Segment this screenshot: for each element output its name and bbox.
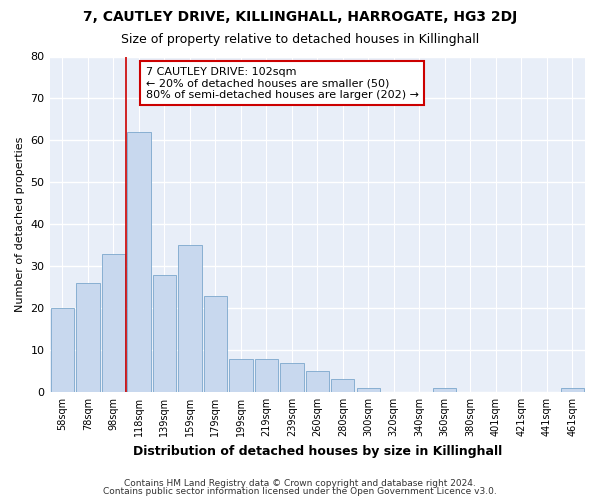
Bar	[152, 274, 176, 392]
Bar	[280, 362, 304, 392]
Bar	[101, 254, 125, 392]
Bar	[50, 308, 74, 392]
Y-axis label: Number of detached properties: Number of detached properties	[15, 136, 25, 312]
Bar	[305, 371, 329, 392]
Bar	[433, 388, 457, 392]
Text: 7 CAUTLEY DRIVE: 102sqm
← 20% of detached houses are smaller (50)
80% of semi-de: 7 CAUTLEY DRIVE: 102sqm ← 20% of detache…	[146, 66, 419, 100]
Bar	[229, 358, 253, 392]
Bar	[560, 388, 584, 392]
Text: 7, CAUTLEY DRIVE, KILLINGHALL, HARROGATE, HG3 2DJ: 7, CAUTLEY DRIVE, KILLINGHALL, HARROGATE…	[83, 10, 517, 24]
Bar	[127, 132, 151, 392]
Bar	[178, 245, 202, 392]
Bar	[356, 388, 380, 392]
Text: Size of property relative to detached houses in Killinghall: Size of property relative to detached ho…	[121, 32, 479, 46]
X-axis label: Distribution of detached houses by size in Killinghall: Distribution of detached houses by size …	[133, 444, 502, 458]
Bar	[76, 283, 100, 392]
Text: Contains HM Land Registry data © Crown copyright and database right 2024.: Contains HM Land Registry data © Crown c…	[124, 478, 476, 488]
Bar	[254, 358, 278, 392]
Bar	[331, 380, 355, 392]
Bar	[203, 296, 227, 392]
Text: Contains public sector information licensed under the Open Government Licence v3: Contains public sector information licen…	[103, 487, 497, 496]
